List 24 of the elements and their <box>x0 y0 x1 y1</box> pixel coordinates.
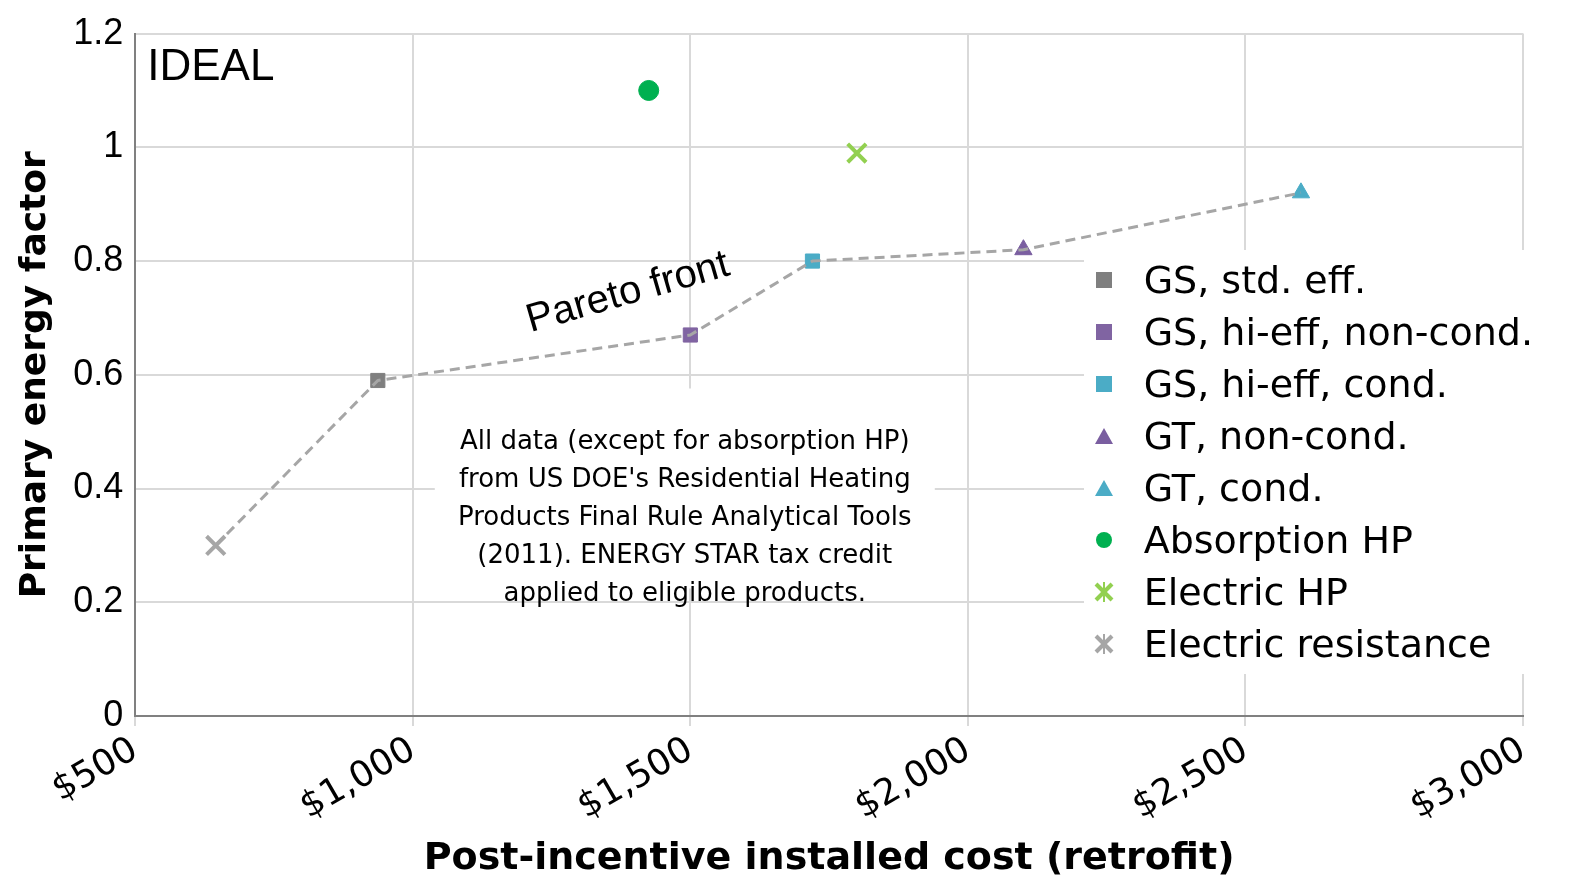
annotation: Pareto front <box>520 240 734 341</box>
y-tick-label: 0.6 <box>73 351 124 393</box>
legend-label: GS, hi-eff, cond. <box>1143 362 1448 406</box>
legend-label: GT, cond. <box>1143 466 1324 510</box>
x-axis-title: Post-incentive installed cost (retrofit) <box>423 834 1235 879</box>
point <box>1291 182 1311 199</box>
y-axis-title: Primary energy factor <box>11 151 53 599</box>
legend-label: GT, non-cond. <box>1143 414 1409 458</box>
annotation: All data (except for absorption HP) from US DOE's Residential Heating Products Final Rule Analytical Tools (2011). ENERGY STAR tax credit applied to eligible products. <box>458 425 912 608</box>
legend-label: Absorption HP <box>1143 518 1413 562</box>
legend-label: Electric resistance <box>1143 622 1492 666</box>
legend-label: GS, std. eff. <box>1143 258 1366 302</box>
legend-label: Electric HP <box>1143 570 1349 614</box>
y-tick-label: 0.2 <box>73 579 124 621</box>
y-tick-label: 1.2 <box>73 10 124 52</box>
legend-label: GS, hi-eff, non-cond. <box>1143 310 1533 354</box>
point <box>204 534 227 557</box>
y-tick-label: 0.8 <box>73 237 124 279</box>
point <box>845 141 869 165</box>
point <box>638 79 660 101</box>
y-tick-label: 0 <box>103 692 124 734</box>
annotation: IDEAL <box>147 39 275 89</box>
y-tick-label: 0.4 <box>73 465 124 507</box>
y-tick-label: 1 <box>103 124 124 166</box>
